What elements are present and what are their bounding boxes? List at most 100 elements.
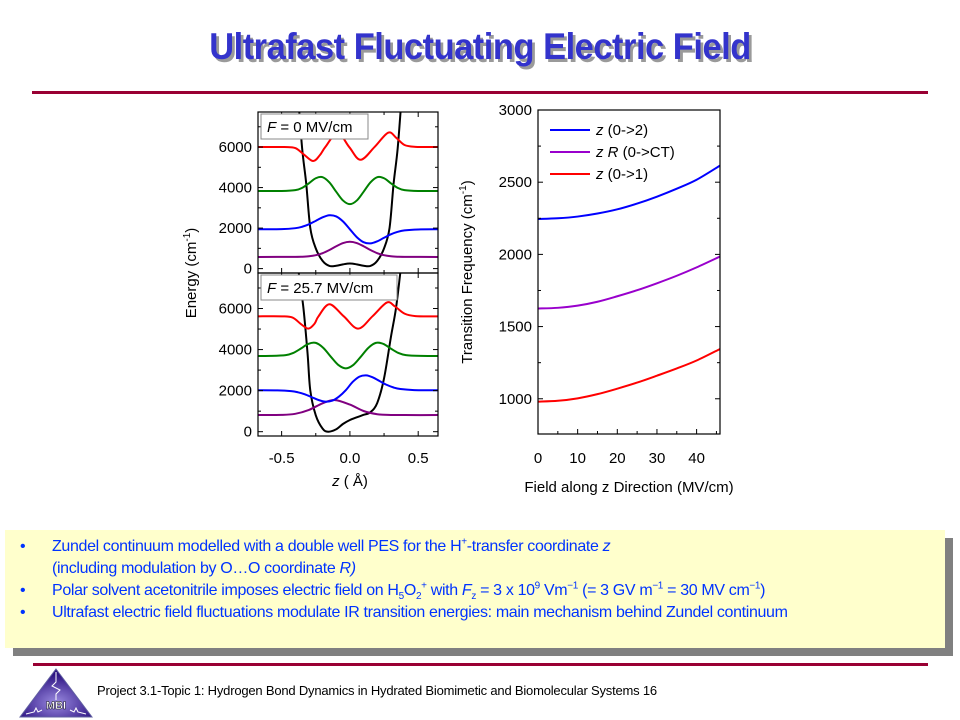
- y-tick-label: 1500: [499, 319, 532, 336]
- wavefunction-curve: [258, 399, 438, 417]
- title-divider: [32, 91, 928, 94]
- wavefunction-curve: [258, 341, 438, 370]
- logo-text: MBI: [46, 700, 66, 712]
- field-label-box: [260, 274, 398, 301]
- mbi-logo: MBI: [19, 668, 93, 718]
- y-tick-label: 6000: [219, 301, 252, 318]
- y-tick-label: 2000: [499, 246, 532, 263]
- bullet-text-segment: ): [760, 582, 766, 599]
- bullet-list: • Zundel continuum modelled with a double…: [20, 536, 950, 624]
- bullet-text-segment: with: [426, 582, 462, 599]
- x-tick-label: 20: [609, 450, 626, 467]
- bullet-dot-icon: •: [20, 604, 26, 621]
- wavefunction-curve: [258, 214, 438, 245]
- field-label-box: [260, 113, 369, 140]
- x-axis-label: z ( Å): [331, 473, 368, 490]
- field-label-symbol: F: [267, 280, 277, 297]
- legend-label-text: (0->1): [604, 166, 649, 183]
- x-tick-label: 0: [534, 450, 542, 467]
- y-tick-label: 0: [244, 424, 252, 441]
- potential-curve: [298, 112, 402, 268]
- bullet-item: • Polar solvent acetonitrile imposes elec…: [20, 580, 950, 602]
- field-label-value: = 25.7 MV/cm: [276, 280, 373, 297]
- energy-panel-1-curves: [258, 273, 438, 433]
- bullet-box: [5, 530, 945, 648]
- y-tick-label: 6000: [219, 139, 252, 156]
- panel-frame: [257, 272, 439, 437]
- legend-label-text: (0->CT): [619, 144, 675, 161]
- footer-text: Project 3.1-Topic 1: Hydrogen Bond Dynam…: [97, 683, 657, 698]
- bullet-text-segment: Vm: [539, 582, 568, 599]
- field-label-value: = 0 MV/cm: [276, 119, 352, 136]
- bullet-item: • Ultrafast electric field fluctuations m…: [20, 602, 950, 624]
- legend-label-text: (0->2): [604, 122, 649, 139]
- wavefunction-curve: [258, 240, 438, 258]
- y-tick-label: 4000: [219, 180, 252, 197]
- wavefunction-curve: [258, 301, 438, 330]
- bullet-text-segment: +: [461, 536, 467, 548]
- y-tick-label: 3000: [499, 102, 532, 119]
- x-tick-label: -0.5: [269, 450, 295, 467]
- y-axis-label: Energy (cm-1): [182, 228, 200, 319]
- series-line-2: [538, 348, 720, 403]
- y-tick-label: 0: [244, 261, 252, 278]
- y-tick-label: 2500: [499, 174, 532, 191]
- bullet-text-segment: 2: [415, 591, 422, 603]
- plot-frame: [537, 109, 721, 435]
- bullet-text-segment: Ultrafast electric field fluctuations mo…: [52, 604, 788, 621]
- x-axis-label-symbol: z: [331, 473, 340, 490]
- x-tick-label: 40: [688, 450, 705, 467]
- legend-label-symbol: z: [595, 122, 604, 139]
- bullet-text-segment: −1: [567, 580, 578, 592]
- bullet-text-segment: z: [602, 538, 611, 555]
- y-tick-label: 4000: [219, 342, 252, 359]
- bullet-dot-icon: •: [20, 538, 26, 555]
- x-tick-label: 0.5: [408, 450, 429, 467]
- field-label: F = 25.7 MV/cm: [267, 280, 373, 297]
- y-axis-label-suffix: ): [459, 180, 476, 185]
- legend-label: z R (0->CT): [595, 144, 675, 161]
- series-line-1: [538, 255, 720, 310]
- legend-label-symbol: z: [595, 166, 604, 183]
- y-tick-label: 2000: [219, 383, 252, 400]
- field-label: F = 0 MV/cm: [267, 119, 352, 136]
- y-axis-label: Transition Frequency (cm-1): [458, 180, 476, 363]
- bullet-text-segment: Polar solvent acetonitrile imposes elect…: [52, 582, 399, 599]
- bullet-text-segment: = 30 MV cm: [663, 582, 750, 599]
- series-line-0: [538, 164, 720, 221]
- x-tick-label: 10: [569, 450, 586, 467]
- x-tick-label: 30: [649, 450, 666, 467]
- slide-title: Ultrafast Fluctuating Electric Field: [209, 26, 751, 67]
- bullet-text-segment: -transfer coordinate: [466, 538, 603, 555]
- bullet-text-segment: +: [421, 580, 427, 592]
- footer-divider: [33, 663, 928, 666]
- energy-panel-0-curves: [258, 112, 438, 268]
- bullet-text-segment: R): [339, 560, 357, 577]
- legend-label-symbol: R: [608, 144, 619, 161]
- wavefunction-curve: [258, 175, 438, 206]
- frequency-curves: [538, 164, 720, 403]
- wavefunction-curve: [258, 374, 438, 403]
- charts-area: 0 2000 4000 6000 F = 0 MV/cm 0 2000 4000 6000 F =…: [182, 102, 734, 496]
- bullet-dot-icon: •: [20, 582, 26, 599]
- legend-label-symbol: z: [595, 144, 604, 161]
- potential-curve: [297, 273, 402, 433]
- bullet-text-segment: 5: [398, 591, 405, 603]
- bullet-text-segment: z: [471, 591, 476, 603]
- bullet-text-segment: Zundel continuum modelled with a double …: [52, 538, 462, 555]
- bullet-item: • Zundel continuum modelled with a double…: [20, 536, 950, 580]
- legend-label: z (0->2): [595, 122, 648, 139]
- y-axis-label-text: Transition Frequency (cm: [459, 194, 476, 364]
- bullet-text-segment: −1: [652, 580, 664, 592]
- legend-label: z (0->1): [595, 166, 648, 183]
- field-label-symbol: F: [267, 119, 277, 136]
- bullet-text-segment: −1: [749, 580, 761, 592]
- x-axis-label-unit: ( Å): [340, 473, 368, 490]
- y-tick-label: 1000: [499, 391, 532, 408]
- bullet-text-segment: (= 3 GV m: [578, 582, 653, 599]
- y-tick-label: 2000: [219, 220, 252, 237]
- y-axis-label-suffix: ): [183, 228, 200, 233]
- bullet-text-segment: = 3 x 10: [476, 582, 535, 599]
- bullet-text-segment: F: [461, 582, 472, 599]
- bullet-text-segment: 9: [534, 580, 541, 592]
